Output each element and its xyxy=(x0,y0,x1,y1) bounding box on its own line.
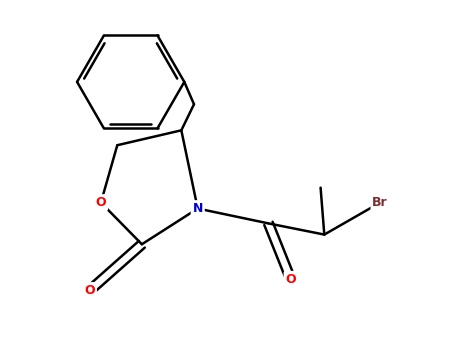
Text: O: O xyxy=(96,196,106,209)
Text: O: O xyxy=(85,284,95,297)
Text: Br: Br xyxy=(372,196,388,209)
Text: N: N xyxy=(192,202,203,215)
Text: O: O xyxy=(285,273,296,286)
